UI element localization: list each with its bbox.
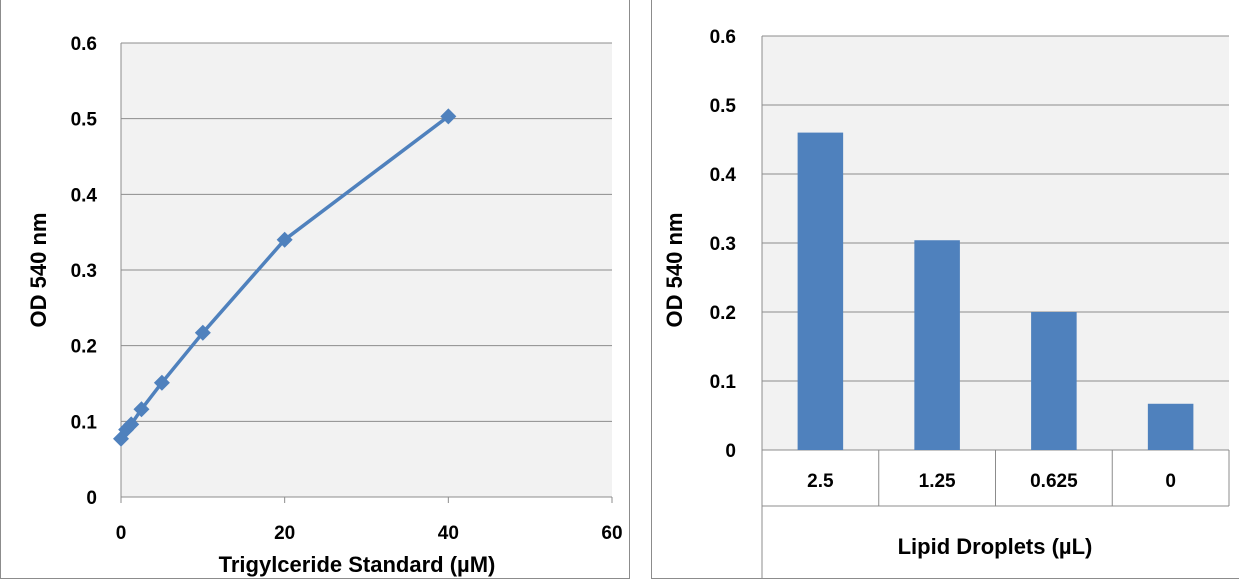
x-category-label: 1.25 bbox=[919, 471, 956, 492]
y-tick-label: 0.1 bbox=[71, 412, 98, 433]
bar bbox=[1147, 403, 1194, 450]
y-tick-label: 0.4 bbox=[710, 165, 737, 186]
y-tick-label: 0.1 bbox=[710, 372, 737, 393]
data-point-marker bbox=[133, 401, 150, 418]
x-category-label: 2.5 bbox=[807, 471, 834, 492]
x-tick-label: 40 bbox=[438, 523, 459, 544]
x-category-label: 0 bbox=[1165, 471, 1176, 492]
y-tick-label: 0.4 bbox=[71, 185, 98, 206]
y-axis-title: OD 540 nm bbox=[662, 213, 687, 328]
data-point-marker bbox=[194, 324, 211, 341]
x-tick-label: 20 bbox=[274, 523, 295, 544]
bar bbox=[1031, 312, 1077, 450]
y-tick-label: 0.6 bbox=[71, 34, 97, 55]
data-point-marker bbox=[123, 416, 140, 433]
y-tick-label: 0.5 bbox=[710, 96, 737, 117]
bar-chart-panel: 0 0.1 0.2 0.3 0.4 0.5 0.6 2.5 1.25 0.625 0 Lipid … bbox=[651, 0, 1239, 579]
y-tick-label: 0.6 bbox=[710, 27, 736, 48]
x-axis-title: Lipid Droplets (µL) bbox=[898, 534, 1093, 559]
x-category-label: 0.625 bbox=[1030, 471, 1078, 492]
y-tick-label: 0.2 bbox=[710, 303, 736, 324]
y-axis-title: OD 540 nm bbox=[26, 213, 51, 328]
data-point-marker bbox=[153, 374, 170, 391]
bar bbox=[914, 240, 960, 450]
x-axis-title: Trigylceride Standard (µM) bbox=[219, 552, 496, 577]
y-tick-label: 0.3 bbox=[710, 234, 736, 255]
bar bbox=[797, 132, 844, 450]
data-point-marker bbox=[276, 231, 293, 248]
x-tick-label: 0 bbox=[116, 523, 127, 544]
standard-curve-chart: 0 0.1 0.2 0.3 0.4 0.5 0.6 0 20 40 60 Trigylceride… bbox=[26, 34, 623, 577]
x-tick-label: 60 bbox=[601, 523, 622, 544]
y-tick-label: 0.3 bbox=[71, 261, 97, 282]
data-point-marker bbox=[440, 108, 457, 125]
y-tick-label: 0.5 bbox=[71, 110, 98, 131]
y-tick-label: 0 bbox=[86, 488, 97, 509]
y-tick-label: 0.2 bbox=[71, 337, 97, 358]
y-tick-label: 0 bbox=[725, 441, 736, 462]
scatter-chart-panel: 0 0.1 0.2 0.3 0.4 0.5 0.6 0 20 40 60 Trigylceride… bbox=[0, 0, 630, 579]
lipid-droplet-bar-chart: 0 0.1 0.2 0.3 0.4 0.5 0.6 2.5 1.25 0.625 0 Lipid … bbox=[662, 27, 1230, 579]
